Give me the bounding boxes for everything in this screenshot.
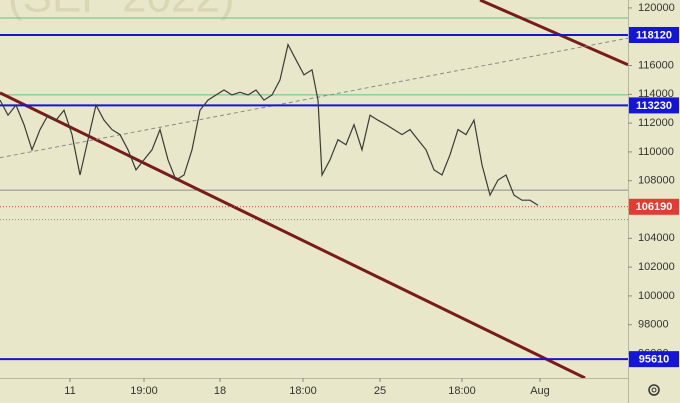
level-label: 95610	[639, 354, 670, 366]
y-tick-label: 120000	[638, 2, 675, 14]
gear[interactable]	[648, 384, 660, 396]
axes: 9600098000100000102000104000106000108000…	[64, 2, 679, 397]
gear-hub[interactable]	[651, 387, 657, 393]
price-line	[0, 42, 539, 206]
x-tick-label: 18:00	[289, 385, 317, 397]
x-tick-label: Aug	[530, 385, 550, 397]
level-label-box	[629, 351, 679, 368]
trend-line	[0, 91, 586, 378]
level-label: 118120	[636, 29, 672, 41]
y-tick-label: 114000	[638, 88, 674, 100]
y-tick-label: 112000	[638, 117, 674, 129]
x-tick-label: 18:00	[448, 385, 476, 397]
settings-icon[interactable]	[648, 384, 660, 396]
y-tick-label: 116000	[638, 59, 674, 71]
x-tick-label: 25	[374, 385, 386, 397]
level-label: 113230	[636, 100, 672, 112]
x-tick-label: 11	[64, 385, 75, 397]
plot-area	[0, 0, 628, 378]
level-label-box	[629, 198, 679, 215]
y-tick-label: 104000	[638, 232, 675, 244]
level-label-box	[629, 97, 679, 114]
y-tick-label: 98000	[638, 319, 669, 331]
level-label-box	[629, 26, 679, 43]
y-tick-label: 108000	[638, 175, 675, 187]
x-tick-label: 18	[214, 385, 226, 397]
y-tick-label: 110000	[638, 146, 674, 158]
trend-line	[479, 0, 628, 67]
x-tick-label: 19:00	[130, 385, 158, 397]
y-tick-label: 102000	[638, 261, 675, 273]
watermark: (SEP 2022)	[8, 0, 235, 22]
y-tick-label: 100000	[638, 290, 675, 302]
level-label: 106190	[636, 201, 673, 213]
trend-line	[0, 37, 628, 159]
